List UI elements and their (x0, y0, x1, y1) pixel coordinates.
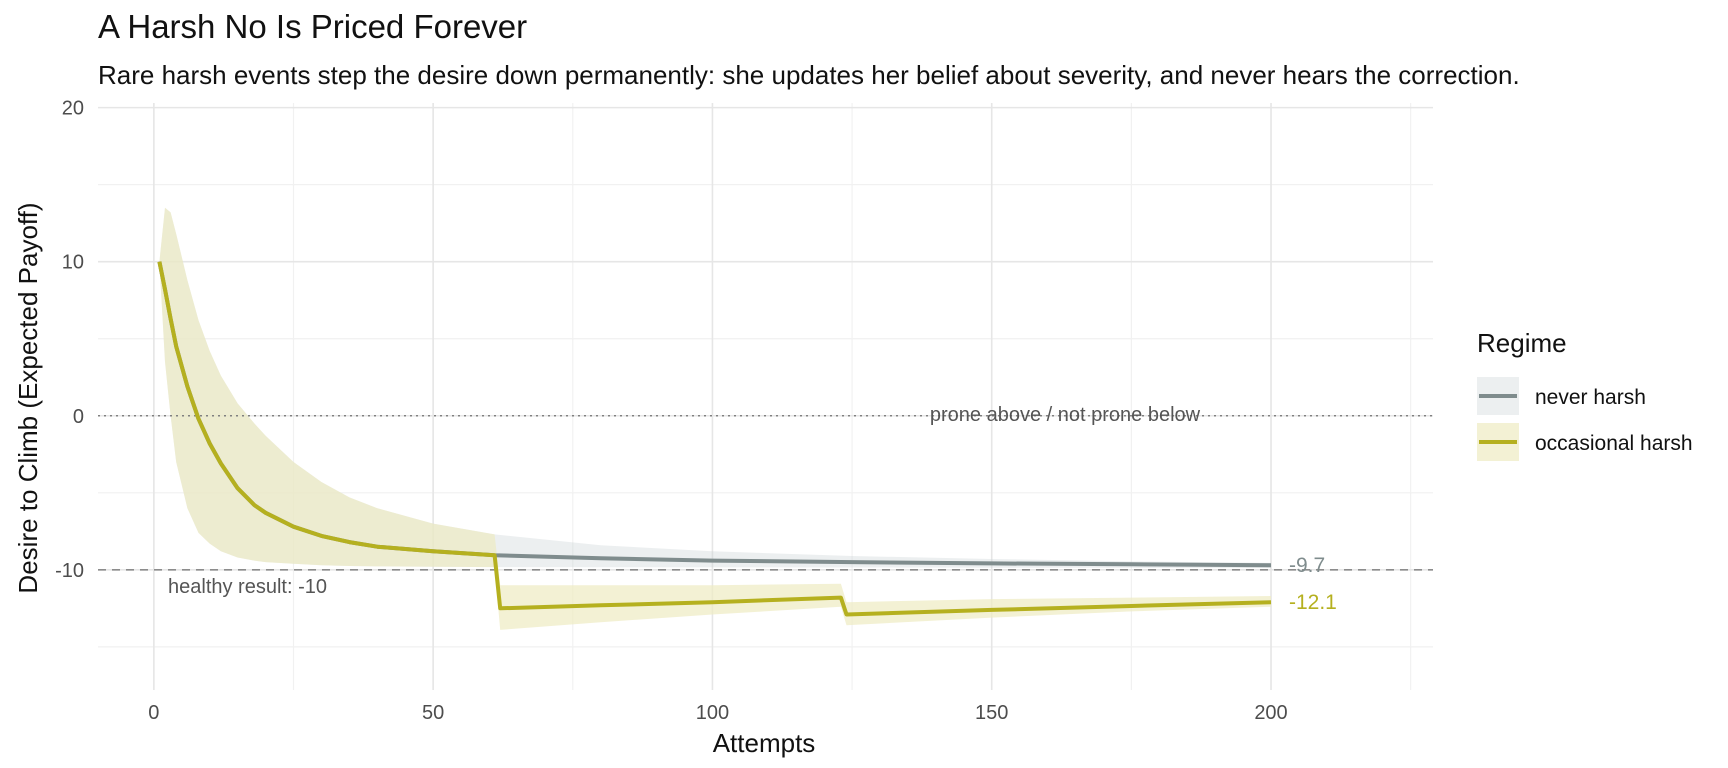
legend-item-occasional-harsh: occasional harsh (1477, 423, 1693, 461)
series-lines (157, 261, 1272, 617)
grid-layer (98, 103, 1433, 690)
y-axis-title: Desire to Climb (Expected Payoff) (13, 202, 43, 593)
line-occasional-harsh (157, 261, 1272, 617)
x-axis-title: Attempts (713, 728, 816, 758)
x-tick-label: 150 (975, 702, 1008, 724)
chart-title: A Harsh No Is Priced Forever (98, 8, 528, 45)
y-tick-label: 10 (62, 252, 84, 274)
ribbon-layer (159, 207, 1271, 630)
zero-line-label: prone above / not prone below (930, 404, 1201, 426)
axis-layer: 0 50 100 150 200 -10 0 10 20 (55, 98, 1288, 724)
end-label-occasional-harsh: -12.1 (1289, 591, 1337, 614)
ribbon-occasional-harsh (159, 207, 1271, 630)
y-tick-label: -10 (55, 560, 84, 582)
chart-subtitle: Rare harsh events step the desire down p… (98, 60, 1520, 90)
y-tick-label: 20 (62, 98, 84, 120)
legend: Regime never harsh occasional harsh (1477, 328, 1693, 461)
healthy-line-label: healthy result: -10 (168, 576, 327, 598)
x-tick-label: 50 (422, 702, 444, 724)
legend-item-never-harsh: never harsh (1477, 377, 1646, 415)
x-tick-label: 200 (1254, 702, 1287, 724)
legend-title: Regime (1477, 328, 1567, 358)
legend-label-never-harsh: never harsh (1535, 386, 1646, 409)
end-label-never-harsh: -9.7 (1289, 554, 1325, 577)
x-tick-label: 0 (148, 702, 159, 724)
x-tick-label: 100 (696, 702, 729, 724)
y-tick-label: 0 (73, 406, 84, 428)
reference-lines (98, 415, 1433, 571)
legend-label-occasional-harsh: occasional harsh (1535, 432, 1693, 455)
annotation-layer: prone above / not prone below healthy res… (168, 404, 1337, 614)
